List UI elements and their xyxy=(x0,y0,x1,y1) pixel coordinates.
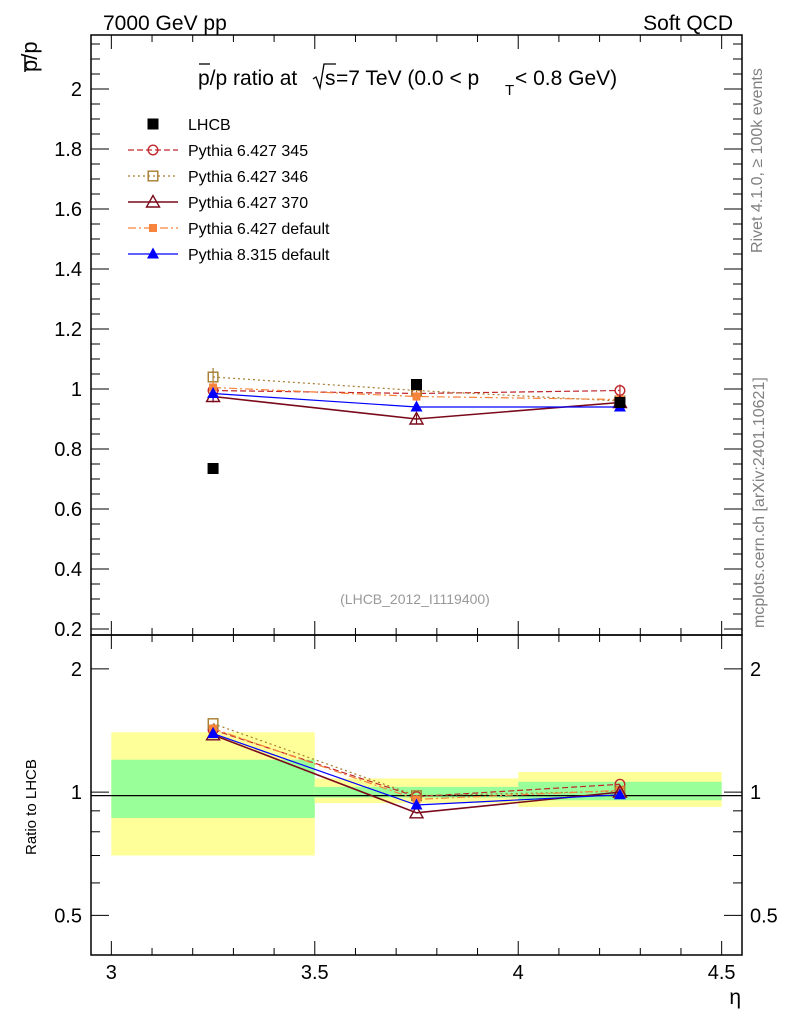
point-p370 xyxy=(408,411,425,425)
x-axis-label: η xyxy=(729,986,741,1009)
plot-title: p/p ratio at s =7 TeV (0.0 < p T < 0.8 G… xyxy=(198,63,617,99)
legend-marker-lhcb xyxy=(147,118,159,130)
legend-item-p346: Pythia 6.427 346 xyxy=(128,169,308,186)
analysis-watermark: (LHCB_2012_I1119400) xyxy=(340,591,490,607)
title-ratio: p/p ratio at xyxy=(198,67,297,90)
ratio-point-pdef8 xyxy=(207,727,220,739)
top-y-tick-label: 0.8 xyxy=(54,439,82,461)
ratio-y-tick-label: 1 xyxy=(71,782,82,804)
top-y-tick-label: 1.4 xyxy=(54,259,82,281)
title-mid: =7 TeV (0.0 < p xyxy=(336,67,479,90)
legend-item-lhcb: LHCB xyxy=(147,117,231,134)
ratio-bands xyxy=(111,732,722,856)
point-pdef8 xyxy=(410,400,423,412)
legend-label-p346: Pythia 6.427 346 xyxy=(188,169,308,186)
title-tail: < 0.8 GeV) xyxy=(515,67,617,90)
top-y-tick-label: 1 xyxy=(71,379,82,401)
series-lhcb xyxy=(207,379,626,474)
x-tick-label: 4.5 xyxy=(708,962,736,984)
ratio-line-p370 xyxy=(212,734,621,814)
title-sqrt-sign xyxy=(312,63,336,91)
header-right-label: Soft QCD xyxy=(643,12,733,35)
legend-label-p345: Pythia 6.427 345 xyxy=(188,143,308,160)
top-axis-ticks: 0.2 0.4 0.6 0.8 1 1.2 1.4 1.6 1.8 2 xyxy=(54,35,742,641)
point-lhcb xyxy=(411,379,422,390)
legend-marker-p346 xyxy=(147,170,159,182)
point-lhcb xyxy=(614,397,626,408)
title-subscript: T xyxy=(505,82,514,99)
ratio-y-tick-label-right: 2 xyxy=(750,659,761,681)
legend-item-p345: Pythia 6.427 345 xyxy=(128,143,308,160)
ratio-band-inner xyxy=(111,759,315,818)
legend-marker-p345 xyxy=(147,144,159,156)
legend-marker-p370 xyxy=(145,194,161,208)
top-ylabel: p/p xyxy=(17,41,42,72)
legend-label-pdef6: Pythia 6.427 default xyxy=(188,221,330,238)
legend-item-p370: Pythia 6.427 370 xyxy=(128,194,308,212)
legend-label-pdef8: Pythia 8.315 default xyxy=(188,247,330,264)
ratio-axis-ticks: 3 3.5 4 4.5 0.5 0.5 1 1 2 2 xyxy=(54,635,778,984)
ratio-y-tick-label: 2 xyxy=(71,659,82,681)
top-y-tick-label: 0.4 xyxy=(54,559,82,581)
point-lhcb xyxy=(207,463,219,474)
series-pdef8 xyxy=(207,387,626,412)
rivet-side-label: Rivet 4.1.0, ≥ 100k events xyxy=(749,68,766,253)
header-left-label: 7000 GeV pp xyxy=(103,12,227,35)
point-pdef8 xyxy=(207,387,220,398)
mcplots-side-label: mcplots.cern.ch [arXiv:2401.10621] xyxy=(751,377,768,628)
ratio-point-pdef8 xyxy=(613,788,626,800)
top-series-group xyxy=(205,368,628,474)
legend-marker-pdef6 xyxy=(149,224,157,232)
ratio-series-pdef8 xyxy=(207,727,626,810)
ratio-ylabel: Ratio to LHCB xyxy=(23,759,40,855)
top-y-tick-label: 0.2 xyxy=(54,619,82,641)
ratio-y-tick-label-right: 0.5 xyxy=(750,905,778,927)
title-sqrt-s: s xyxy=(325,67,336,90)
ratio-y-tick-label: 0.5 xyxy=(54,905,82,927)
legend-label-p370: Pythia 6.427 370 xyxy=(188,195,308,212)
x-tick-label: 3.5 xyxy=(301,962,329,984)
top-y-tick-label: 1.2 xyxy=(54,319,82,341)
top-y-tick-label: 1.8 xyxy=(54,139,82,161)
x-tick-label: 4 xyxy=(513,962,524,984)
legend-marker-pdef8 xyxy=(147,247,159,259)
ratio-point-p370 xyxy=(408,804,425,819)
point-pdef6 xyxy=(412,392,421,401)
legend-item-pdef6: Pythia 6.427 default xyxy=(128,221,330,238)
top-y-tick-label: 2 xyxy=(71,79,82,101)
ratio-point-pdef8 xyxy=(410,798,423,810)
top-y-tick-label: 1.6 xyxy=(54,199,82,221)
top-y-tick-label: 0.6 xyxy=(54,499,82,521)
legend: LHCB Pythia 6.427 345 Pythia 6.427 346 Pyth… xyxy=(128,117,330,264)
ratio-series-group xyxy=(205,718,628,819)
x-tick-label: 3 xyxy=(106,962,117,984)
ratio-y-tick-label-right: 1 xyxy=(750,782,761,804)
legend-item-pdef8: Pythia 8.315 default xyxy=(128,247,330,264)
legend-label-lhcb: LHCB xyxy=(188,117,231,134)
